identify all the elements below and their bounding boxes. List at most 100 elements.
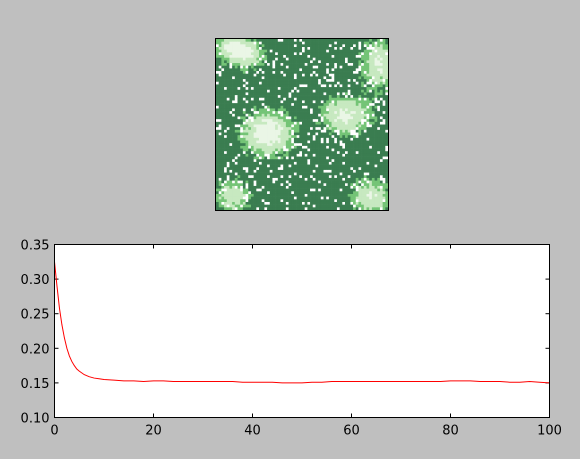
heatmap-cell bbox=[243, 178, 246, 181]
heatmap-cell bbox=[326, 95, 329, 98]
heatmap-cell bbox=[377, 175, 380, 178]
heatmap-cell bbox=[291, 79, 294, 82]
heatmap-cell bbox=[356, 154, 359, 157]
heatmap-cell bbox=[235, 122, 238, 125]
heatmap-cell bbox=[324, 42, 327, 45]
heatmap-cell bbox=[313, 58, 316, 61]
heatmap-cell bbox=[267, 170, 270, 173]
heatmap-cell bbox=[248, 82, 251, 85]
heatmap-cell bbox=[372, 127, 375, 130]
heatmap-cell bbox=[318, 191, 321, 194]
heatmap-cell bbox=[216, 130, 219, 133]
heatmap-cell bbox=[229, 116, 232, 119]
heatmap-cell bbox=[286, 122, 289, 125]
heatmap-cell bbox=[219, 66, 222, 69]
heatmap-cell bbox=[262, 66, 265, 69]
heatmap-cell bbox=[289, 66, 292, 69]
heatmap-cell bbox=[294, 159, 297, 162]
heatmap-cell bbox=[232, 58, 235, 61]
heatmap-cell bbox=[291, 135, 294, 138]
heatmap-cell bbox=[361, 82, 364, 85]
heatmap-cell bbox=[240, 47, 243, 50]
heatmap-cell bbox=[337, 125, 340, 128]
heatmap-cell bbox=[221, 197, 224, 200]
heatmap-cell bbox=[219, 205, 222, 208]
heatmap-cell bbox=[350, 58, 353, 61]
heatmap-cell bbox=[383, 175, 386, 178]
heatmap-cell bbox=[305, 159, 308, 162]
heatmap-cell bbox=[353, 125, 356, 128]
heatmap-cell bbox=[350, 108, 353, 111]
heatmap-cell bbox=[305, 119, 308, 122]
heatmap-cell bbox=[318, 159, 321, 162]
heatmap-cell bbox=[353, 205, 356, 208]
heatmap-cell bbox=[375, 39, 378, 42]
heatmap-cell bbox=[283, 74, 286, 77]
heatmap-cell bbox=[375, 79, 378, 82]
heatmap-cell bbox=[356, 87, 359, 90]
heatmap-cell bbox=[235, 162, 238, 165]
heatmap-cell bbox=[294, 167, 297, 170]
heatmap-cell bbox=[307, 173, 310, 176]
heatmap-cell bbox=[224, 197, 227, 200]
heatmap-cell bbox=[251, 52, 254, 55]
heatmap-cell bbox=[345, 141, 348, 144]
heatmap-cell bbox=[229, 66, 232, 69]
heatmap-cell bbox=[353, 108, 356, 111]
heatmap-cell bbox=[264, 98, 267, 101]
heatmap-cell bbox=[251, 207, 254, 210]
heatmap-cell bbox=[302, 125, 305, 128]
heatmap-cell bbox=[291, 71, 294, 74]
heatmap-cell bbox=[289, 119, 292, 122]
heatmap-cell bbox=[326, 60, 329, 63]
heatmap-cell bbox=[372, 108, 375, 111]
heatmap-cell bbox=[246, 76, 249, 79]
heatmap-cell bbox=[375, 90, 378, 93]
heatmap-cell bbox=[297, 74, 300, 77]
heatmap-cell bbox=[238, 143, 241, 146]
heatmap-cell bbox=[329, 116, 332, 119]
heatmap-cell bbox=[275, 63, 278, 66]
heatmap-cell bbox=[216, 108, 219, 111]
heatmap-cell bbox=[281, 47, 284, 50]
heatmap-cell bbox=[385, 114, 388, 117]
heatmap-cell bbox=[221, 157, 224, 160]
heatmap-cell bbox=[326, 167, 329, 170]
heatmap-cell bbox=[219, 58, 222, 61]
heatmap-cell bbox=[299, 189, 302, 192]
heatmap-cell bbox=[350, 47, 353, 50]
heatmap-cell bbox=[364, 143, 367, 146]
heatmap-cell bbox=[283, 189, 286, 192]
heatmap-cell bbox=[340, 178, 343, 181]
heatmap-cell bbox=[262, 125, 265, 128]
heatmap-cell bbox=[246, 79, 249, 82]
heatmap-cell bbox=[369, 207, 372, 210]
heatmap-cell bbox=[345, 207, 348, 210]
heatmap-cell bbox=[299, 175, 302, 178]
heatmap-cell bbox=[385, 74, 388, 77]
heatmap-cell bbox=[289, 82, 292, 85]
heatmap-cell bbox=[262, 116, 265, 119]
heatmap-cell bbox=[375, 87, 378, 90]
heatmap-cell bbox=[375, 183, 378, 186]
heatmap-cell bbox=[350, 76, 353, 79]
heatmap-cell bbox=[348, 98, 351, 101]
heatmap-cell bbox=[235, 130, 238, 133]
heatmap-cell bbox=[243, 173, 246, 176]
heatmap-cell bbox=[383, 103, 386, 106]
heatmap-cell bbox=[340, 205, 343, 208]
heatmap-cell bbox=[345, 202, 348, 205]
heatmap-cell bbox=[383, 92, 386, 95]
heatmap-cell bbox=[297, 135, 300, 138]
heatmap-cell bbox=[337, 149, 340, 152]
heatmap-cell bbox=[275, 79, 278, 82]
heatmap-cell bbox=[356, 119, 359, 122]
heatmap-cell bbox=[372, 170, 375, 173]
heatmap-cell bbox=[254, 39, 257, 42]
heatmap-cell bbox=[358, 74, 361, 77]
heatmap-cell bbox=[294, 157, 297, 160]
heatmap-cell bbox=[313, 63, 316, 66]
heatmap-cell bbox=[229, 103, 232, 106]
heatmap-cell bbox=[259, 149, 262, 152]
heatmap-cell bbox=[361, 133, 364, 136]
